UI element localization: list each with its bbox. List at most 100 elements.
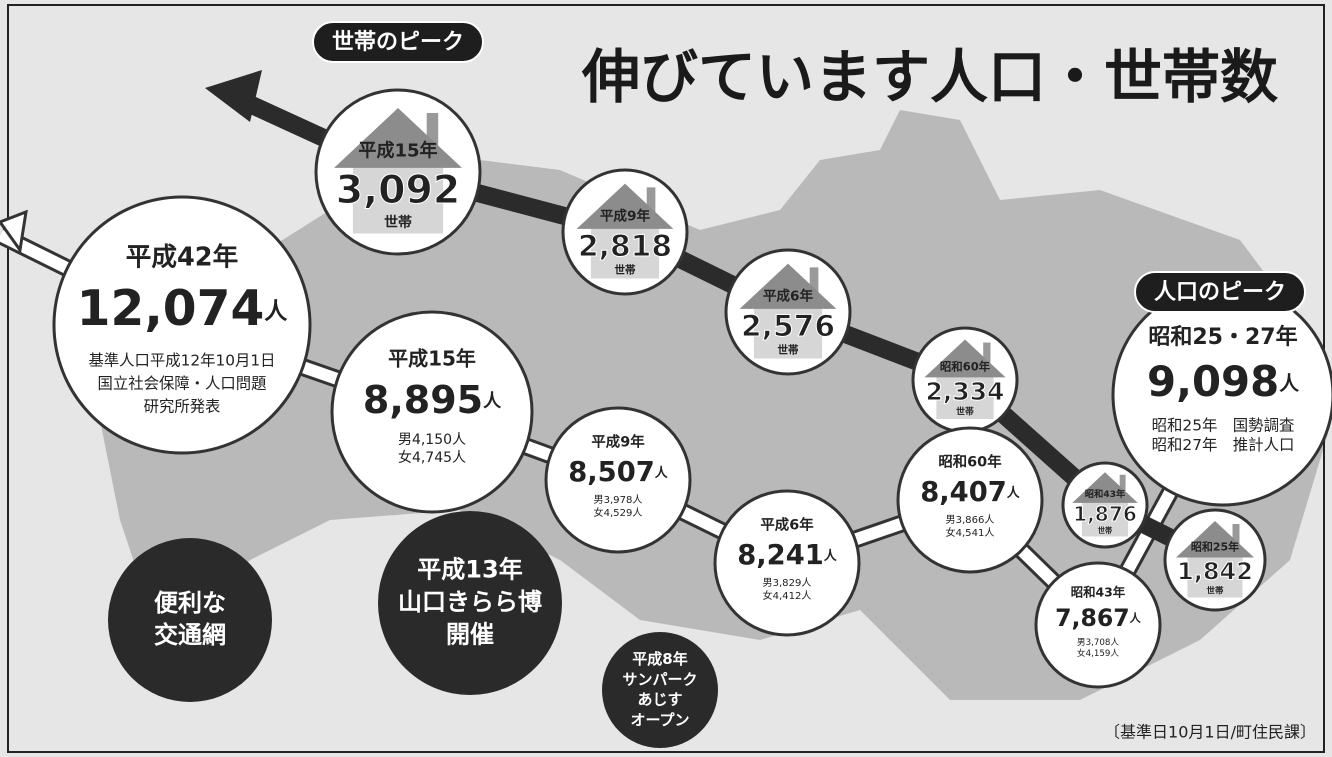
household-unit: 世帯: [956, 406, 974, 418]
house-wall: [753, 305, 823, 359]
population-count: 12,074: [77, 281, 265, 337]
population-count-group: 7,867人: [1055, 603, 1141, 631]
population-count: 9,098: [1147, 357, 1279, 406]
event-text: 便利な: [154, 589, 226, 617]
household-count: 2,576: [741, 309, 835, 344]
population-count-group: 9,098人: [1147, 357, 1299, 406]
population-note: 国立社会保障・人口問題: [98, 374, 267, 392]
population-circle: [544, 406, 692, 554]
population-note: 男3,978人: [593, 494, 642, 506]
population-count-group: 8,507人: [568, 456, 669, 487]
house-wall: [1081, 500, 1129, 537]
household-era: 平成15年: [358, 140, 437, 162]
population-era: 平成9年: [591, 433, 645, 451]
event-text: サンパーク: [622, 670, 697, 688]
population-unit: 人: [824, 547, 838, 563]
event-text: 開催: [446, 620, 494, 648]
household-era: 昭和43年: [1085, 488, 1126, 500]
population-note: 女4,541人: [945, 526, 994, 539]
event-circle: [108, 538, 272, 702]
population-note: 女4,745人: [398, 449, 466, 466]
household-era: 平成9年: [600, 208, 651, 225]
population-count: 8,241: [737, 539, 824, 570]
population-era: 昭和25・27年: [1148, 324, 1297, 350]
population-unit: 人: [655, 464, 669, 480]
house-roof: [1176, 521, 1254, 558]
population-note: 男3,866人: [945, 514, 994, 526]
event-text: 平成8年: [632, 650, 687, 668]
population-era: 平成42年: [126, 241, 238, 272]
house-wall: [936, 374, 994, 419]
peak-label: 人口のピーク: [1154, 280, 1286, 305]
household-era: 平成6年: [763, 288, 814, 305]
house-roof: [576, 183, 674, 229]
chimney: [426, 112, 439, 146]
house-wall: [1187, 555, 1243, 598]
event-circle: [378, 511, 562, 695]
chimney: [983, 342, 991, 364]
event-text: 山口きらら博: [398, 588, 542, 616]
population-count: 7,867: [1055, 603, 1129, 631]
population-count-group: 8,407人: [920, 476, 1021, 507]
household-count: 3,092: [336, 167, 461, 213]
population-circle: [1034, 561, 1162, 689]
source: 〔基準日10月1日/町住民課〕: [1104, 723, 1316, 742]
household-unit: 世帯: [1206, 586, 1224, 597]
peak-badge: [1134, 271, 1306, 313]
population-era: 昭和60年: [938, 453, 1002, 471]
population-count: 8,407: [920, 476, 1007, 507]
population-note: 女4,159人: [1077, 647, 1119, 659]
population-note: 男3,708人: [1077, 637, 1119, 648]
house-roof: [739, 263, 837, 309]
house-wall: [590, 225, 660, 279]
population-note: 男4,150人: [398, 432, 466, 448]
population-note: 女4,412人: [762, 589, 811, 602]
population-circle: [330, 310, 534, 514]
household-era: 昭和60年: [940, 360, 991, 374]
population-circle: [713, 489, 861, 637]
population-note: 基準人口平成12年10月1日: [88, 351, 275, 369]
population-circle: [896, 426, 1044, 574]
population-note: 研究所発表: [144, 397, 221, 415]
household-era: 昭和25年: [1191, 540, 1239, 554]
household-unit: 世帯: [384, 214, 412, 231]
house-wall: [352, 163, 444, 234]
population-era: 平成15年: [388, 347, 476, 371]
house-roof: [1072, 472, 1138, 503]
chimney: [809, 267, 819, 293]
household-unit: 世帯: [614, 263, 636, 276]
peak-label: 世帯のピーク: [332, 29, 464, 55]
event-circle: [602, 632, 718, 748]
population-note: 昭和25年 国勢調査: [1152, 416, 1295, 434]
population-circle: [52, 195, 312, 455]
population-unit: 人: [1279, 372, 1299, 395]
population-era: 平成6年: [760, 516, 814, 534]
population-count-group: 8,241人: [737, 539, 838, 570]
event-text: 交通網: [154, 621, 226, 649]
population-note: 昭和27年 推計人口: [1152, 436, 1295, 454]
household-count: 2,818: [578, 229, 672, 264]
house-roof: [924, 339, 1006, 378]
household-count: 2,334: [926, 377, 1005, 406]
event-text: あじす: [637, 691, 682, 709]
house-roof: [334, 108, 462, 168]
event-text: オープン: [630, 711, 689, 729]
chimney: [1119, 474, 1126, 492]
household-count: 1,842: [1177, 558, 1253, 586]
household-unit: 世帯: [1098, 526, 1112, 535]
chimney: [646, 187, 656, 213]
population-unit: 人: [483, 391, 502, 412]
population-count: 8,895: [363, 378, 483, 422]
population-note: 男3,829人: [762, 577, 811, 589]
population-unit: 人: [264, 299, 288, 325]
chimney: [1232, 524, 1240, 544]
population-count: 8,507: [568, 456, 655, 487]
event-text: 平成13年: [417, 556, 522, 584]
population-count-group: 8,895人: [363, 378, 502, 422]
peak-badge: [312, 21, 484, 63]
title: 伸びています人口・世帯数: [581, 43, 1278, 111]
population-count-group: 12,074人: [77, 281, 289, 337]
household-count: 1,876: [1073, 502, 1137, 526]
population-era: 昭和43年: [1071, 584, 1126, 599]
population-unit: 人: [1130, 611, 1142, 625]
